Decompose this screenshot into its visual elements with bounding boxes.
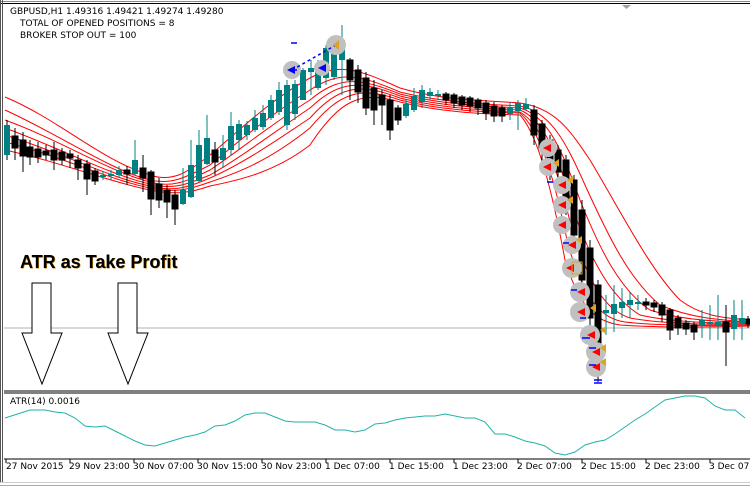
broker-stop-out-info: BROKER STOP OUT = 100 xyxy=(20,31,137,41)
open-positions-info: TOTAL OF OPENED POSITIONS = 8 xyxy=(20,19,175,29)
down-arrow-icon xyxy=(107,282,149,386)
window-bottom-bar xyxy=(0,482,750,501)
trade-markers-buy[interactable] xyxy=(283,35,346,79)
time-axis-label: 27 Nov 2015 xyxy=(6,462,64,472)
time-axis-label: 2 Dec 07:00 xyxy=(517,462,572,472)
symbol-ohlc-line: GBPUSD,H1 1.49316 1.49421 1.49274 1.4928… xyxy=(10,7,224,17)
time-axis-label: 30 Nov 15:00 xyxy=(197,462,258,472)
window-top-border xyxy=(0,1,750,4)
time-axis: 27 Nov 2015 29 Nov 23:00 30 Nov 07:00 30… xyxy=(0,462,750,476)
time-axis-label: 29 Nov 23:00 xyxy=(69,462,130,472)
atr-line xyxy=(4,395,746,456)
annotation-title: ATR as Take Profit xyxy=(20,252,178,272)
atr-indicator-label: ATR(14) 0.0016 xyxy=(10,397,81,407)
chart-header: GBPUSD,H1 1.49316 1.49421 1.49274 1.4928… xyxy=(10,6,223,42)
window-left-border xyxy=(0,0,3,485)
window-bottom-border xyxy=(0,485,750,486)
time-axis-label: 2 Dec 23:00 xyxy=(645,462,700,472)
time-axis-label: 2 Dec 15:00 xyxy=(581,462,636,472)
chart-shift-marker-icon[interactable] xyxy=(622,5,631,9)
time-axis-label: 1 Dec 15:00 xyxy=(389,462,444,472)
sell-arrows xyxy=(543,144,606,384)
down-arrow-icon xyxy=(21,282,63,386)
time-axis-label: 1 Dec 07:00 xyxy=(325,462,380,472)
time-axis-label: 30 Nov 23:00 xyxy=(261,462,322,472)
time-axis-label: 1 Dec 23:00 xyxy=(453,462,508,472)
time-axis-label: 3 Dec 07:00 xyxy=(709,462,750,472)
time-axis-label: 30 Nov 07:00 xyxy=(133,462,194,472)
